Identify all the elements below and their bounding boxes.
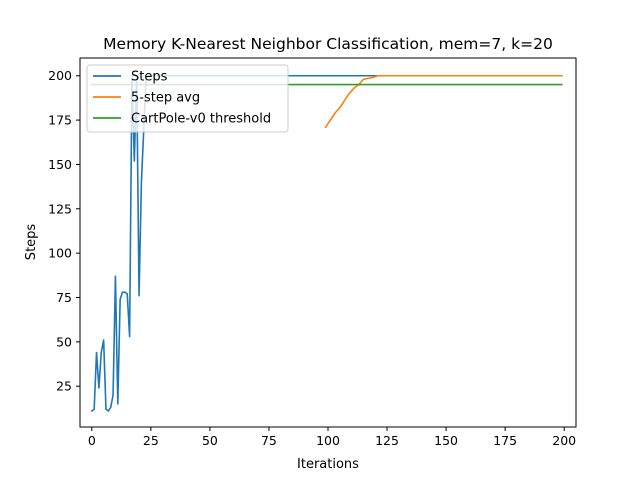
x-tick-label: 175 (493, 433, 517, 448)
x-tick-label: 25 (143, 433, 159, 448)
y-tick-label: 25 (56, 379, 72, 394)
x-tick-label: 75 (261, 433, 277, 448)
x-tick-label: 200 (552, 433, 576, 448)
x-axis-label: Iterations (297, 457, 359, 472)
y-tick-label: 50 (56, 334, 72, 349)
y-tick-label: 200 (48, 68, 72, 83)
y-axis: 25 50 75 100 125 150 175 200 (48, 68, 80, 394)
legend: Steps 5-step avg CartPole-v0 threshold (86, 64, 289, 133)
x-tick-label: 125 (375, 433, 399, 448)
series-line-1 (90, 74, 563, 413)
y-tick-label: 175 (48, 113, 72, 128)
legend-box (86, 64, 289, 133)
legend-label-1: Steps (131, 70, 168, 85)
x-tick-label: 150 (434, 433, 458, 448)
x-axis: 0 25 50 75 100 125 150 175 200 (88, 427, 576, 448)
x-tick-label: 0 (88, 433, 96, 448)
legend-label-2: 5-step avg (131, 91, 200, 106)
y-tick-label: 125 (48, 201, 72, 216)
series-line-2 (324, 74, 563, 129)
x-tick-label: 100 (316, 433, 340, 448)
x-tick-label: 50 (202, 433, 218, 448)
y-axis-label: Steps (24, 224, 39, 261)
y-tick-label: 75 (56, 290, 72, 305)
chart-title: Memory K-Nearest Neighbor Classification… (103, 35, 553, 53)
legend-label-3: CartPole-v0 threshold (131, 112, 271, 127)
y-tick-label: 100 (48, 246, 72, 261)
y-tick-label: 150 (48, 157, 72, 172)
